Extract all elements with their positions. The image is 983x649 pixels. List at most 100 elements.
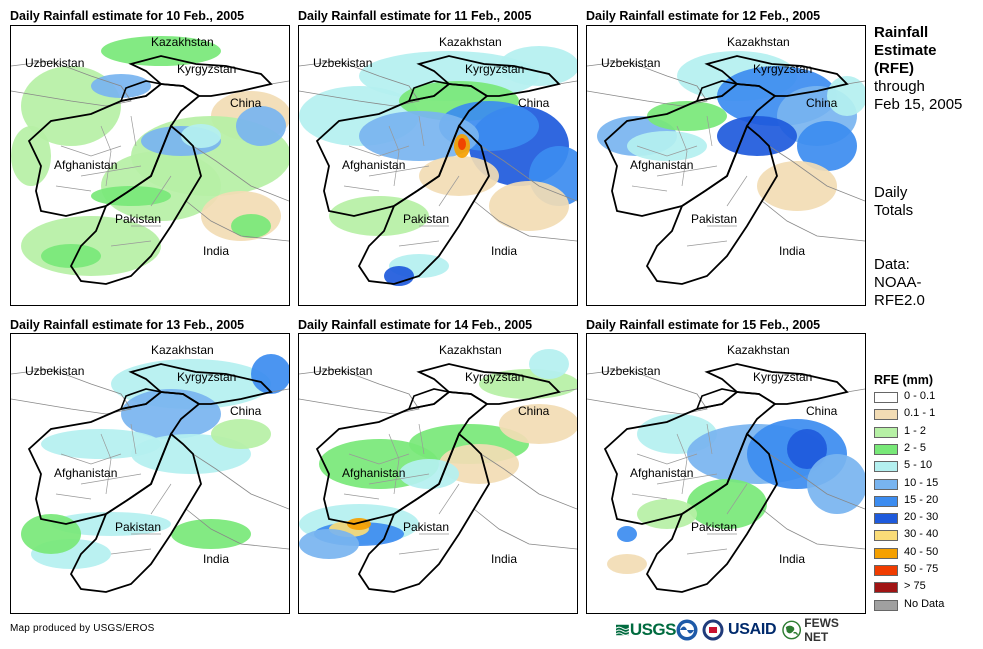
rainfall-area (51, 512, 171, 536)
afghanistan-border (603, 83, 777, 217)
rainfall-area (41, 244, 101, 268)
province-borders (631, 423, 748, 555)
dhs-seal (702, 618, 726, 642)
pakistan-border (645, 432, 778, 593)
map-label-india: India (203, 552, 230, 566)
sidebar-totals: Totals (874, 202, 914, 219)
rainfall-map-2: Kazakhstan Uzbekistan Kyrgyzstan China Afgha… (298, 25, 578, 306)
rainfall-area (299, 529, 359, 559)
fewsnet-logo: FEWS NET (782, 616, 864, 644)
map-label-uzbekistan: Uzbekistan (313, 56, 373, 70)
rainfall-map-1: Kazakhstan Uzbekistan Kyrgyzstan China Afgha… (10, 25, 290, 306)
province-borders (343, 423, 460, 555)
usgs-logo: USGS (616, 618, 677, 642)
map-label-uzbekistan: Uzbekistan (601, 364, 661, 378)
rainfall-area (11, 126, 51, 186)
map-label-kazakhstan: Kazakhstan (151, 343, 214, 357)
usgs-wave-icon (616, 624, 629, 636)
map-drawing (11, 354, 289, 593)
noaa-seal-icon (676, 619, 698, 641)
legend-label: 50 - 75 (904, 563, 939, 575)
sidebar-title-line3: (RFE) (874, 60, 914, 77)
province-borders (631, 115, 748, 247)
panel-title-4: Daily Rainfall estimate for 13 Feb., 200… (10, 318, 245, 332)
map-label-uzbekistan: Uzbekistan (601, 56, 661, 70)
sidebar-date: Feb 15, 2005 (874, 96, 963, 113)
rainfall-area (489, 181, 569, 231)
legend-swatch (874, 513, 898, 525)
map-label-afghanistan: Afghanistan (54, 466, 118, 480)
legend-label: 15 - 20 (904, 493, 939, 506)
uzbekistan-border (11, 368, 132, 415)
rainfall-area (359, 111, 479, 161)
rainfall-map-4: Kazakhstan Uzbekistan Kyrgyzstan China Afgha… (10, 333, 290, 614)
sidebar-through: through (874, 78, 925, 95)
legend-label: 30 - 40 (904, 528, 939, 541)
legend-label: 2 - 5 (904, 441, 927, 454)
tajikistan-border (407, 388, 451, 411)
map-label-india: India (779, 552, 806, 566)
sidebar-data-source1: NOAA- (874, 274, 922, 291)
map-label-pakistan: Pakistan (403, 212, 450, 226)
legend-swatch (874, 565, 898, 576)
rainfall-area (251, 354, 289, 394)
map-label-kazakhstan: Kazakhstan (727, 35, 790, 49)
dhs-seal-icon (702, 619, 724, 641)
globe-icon (782, 620, 802, 640)
legend-swatch (874, 478, 898, 490)
tajikistan-border (695, 388, 739, 411)
map-drawing (587, 363, 865, 593)
rainfall-area (384, 266, 414, 286)
panel-title-2: Daily Rainfall estimate for 11 Feb., 200… (298, 9, 532, 23)
legend-swatch (874, 582, 898, 594)
legend-swatch (874, 599, 898, 611)
map-label-india: India (491, 552, 518, 566)
map-drawing (299, 46, 577, 286)
afghanistan-border (27, 83, 201, 217)
legend-label: 0 - 0.1 (904, 390, 936, 402)
rainfall-area (41, 429, 161, 459)
map-label-china: China (806, 96, 838, 110)
legend-swatch (874, 443, 898, 455)
map-label-india: India (491, 244, 518, 258)
rainfall-area (807, 454, 865, 514)
sidebar-daily-totals: Daily Totals (874, 184, 913, 220)
legend-label: > 75 (904, 580, 926, 593)
usgs-logo-text: USGS (629, 620, 677, 639)
map-label-india: India (203, 244, 230, 258)
sidebar-title-line2: Estimate (874, 42, 937, 59)
rainfall-area (91, 186, 171, 206)
pakistan-border (69, 432, 202, 593)
map-label-china: China (518, 404, 550, 418)
panel-title-3: Daily Rainfall estimate for 12 Feb., 200… (586, 9, 821, 23)
map-label-kyrgyzstan: Kyrgyzstan (177, 62, 237, 76)
map-label-pakistan: Pakistan (115, 212, 162, 226)
rainfall-area (236, 106, 286, 146)
pakistan-border (357, 432, 490, 593)
map-label-afghanistan: Afghanistan (54, 158, 118, 172)
legend-label: 0.1 - 1 (904, 407, 936, 420)
map-credit: Map produced by USGS/EROS (10, 623, 155, 634)
rainfall-area (499, 404, 577, 444)
map-drawing (11, 36, 289, 285)
uzbekistan-border (587, 368, 708, 415)
map-label-kazakhstan: Kazakhstan (439, 343, 502, 357)
rainfall-area (231, 214, 271, 238)
sidebar-data-source2: RFE2.0 (874, 292, 925, 309)
legend-swatch (874, 495, 898, 507)
map-label-china: China (230, 96, 262, 110)
map-label-uzbekistan: Uzbekistan (25, 364, 85, 378)
province-borders (55, 115, 172, 247)
sidebar-data-label: Data: (874, 256, 910, 273)
usaid-logo-text: USAID (728, 621, 777, 638)
map-label-pakistan: Pakistan (691, 212, 738, 226)
map-label-afghanistan: Afghanistan (630, 158, 694, 172)
map-drawing (299, 349, 577, 593)
panel-title-6: Daily Rainfall estimate for 15 Feb., 200… (586, 318, 821, 332)
pakistan-border (357, 124, 490, 285)
uzbekistan-border (299, 368, 420, 415)
rainfall-area (787, 429, 827, 469)
map-label-afghanistan: Afghanistan (342, 158, 406, 172)
rainfall-area (181, 124, 221, 148)
map-label-kyrgyzstan: Kyrgyzstan (753, 62, 813, 76)
